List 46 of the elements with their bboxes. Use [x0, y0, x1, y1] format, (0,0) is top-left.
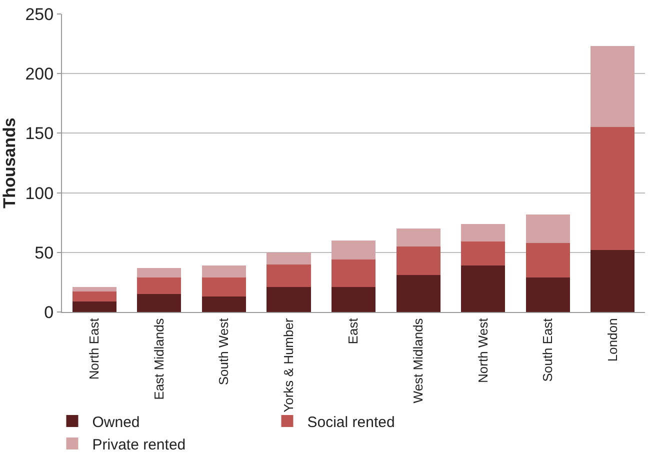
bar	[396, 228, 440, 246]
x-tick-label: East	[346, 318, 361, 344]
bar	[331, 240, 376, 260]
bar	[266, 264, 311, 287]
y-tick-label: 100	[25, 184, 54, 203]
x-tick-label: East Midlands	[151, 318, 166, 400]
y-axis-title: Thousands	[0, 118, 19, 208]
legend-label: Owned	[92, 414, 140, 431]
y-tick-label: 0	[44, 302, 54, 322]
y-tick-label: 150	[25, 124, 54, 144]
legend-label: Private rented	[92, 436, 186, 454]
bar	[461, 242, 506, 266]
bar	[202, 277, 246, 296]
bar	[137, 277, 182, 294]
x-tick-label: Yorks & Humber	[280, 318, 296, 412]
bar	[331, 260, 376, 287]
bar	[396, 275, 440, 312]
bar	[526, 242, 570, 278]
bar	[72, 292, 116, 302]
bar	[526, 214, 570, 243]
bar	[72, 301, 116, 312]
y-tick-label: 50	[34, 243, 54, 262]
bar	[396, 246, 440, 276]
bar	[590, 250, 635, 312]
y-tick-label: 200	[25, 64, 54, 84]
legend-label: Social rented	[307, 414, 395, 431]
bar	[137, 268, 182, 278]
bar	[266, 286, 311, 312]
bar	[590, 46, 635, 128]
bar	[266, 252, 311, 264]
bar	[202, 296, 246, 312]
bar	[526, 277, 570, 312]
x-tick-label: North West	[475, 318, 490, 383]
bar	[331, 286, 376, 312]
x-tick-label: South East	[540, 318, 556, 382]
x-tick-label: London	[604, 318, 620, 362]
y-tick-label: 250	[25, 4, 54, 24]
x-tick-label: South West	[216, 318, 232, 386]
bar	[72, 286, 116, 292]
bar	[461, 224, 506, 242]
bar	[590, 127, 635, 250]
bar	[137, 294, 182, 312]
bar	[202, 266, 246, 278]
bar	[461, 266, 506, 312]
x-tick-label: North East	[86, 318, 102, 380]
x-tick-label: West Midlands	[410, 318, 426, 404]
